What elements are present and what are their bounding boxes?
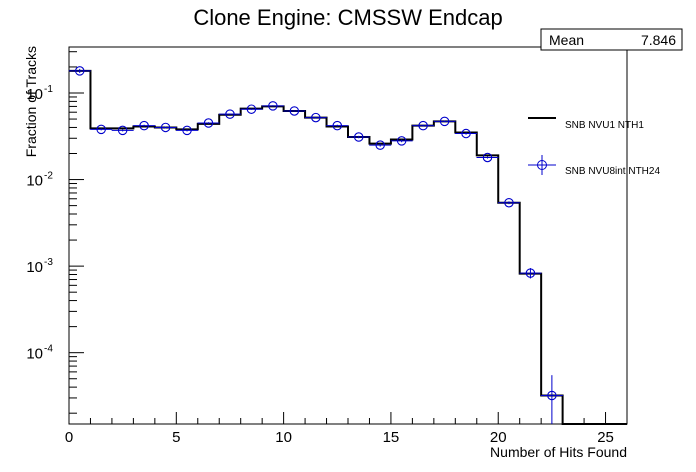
data-point-marker xyxy=(504,197,514,208)
data-point-marker xyxy=(525,268,536,278)
data-point-marker xyxy=(139,120,149,131)
data-point-marker xyxy=(418,120,428,131)
data-point-marker xyxy=(396,136,407,146)
data-point-marker xyxy=(160,122,171,133)
data-point-marker xyxy=(182,125,192,136)
y-tick-exponent: -4 xyxy=(44,344,53,355)
data-point-marker xyxy=(547,390,557,401)
data-point-marker xyxy=(268,101,278,111)
x-tick-label: 5 xyxy=(172,429,180,446)
x-tick-label: 0 xyxy=(65,429,73,446)
y-tick-label: 10 xyxy=(26,259,43,276)
x-axis-label: Number of Hits Found xyxy=(490,444,627,460)
data-point-marker xyxy=(439,116,450,127)
data-point-marker xyxy=(96,124,106,135)
x-tick-label: 15 xyxy=(383,429,400,446)
y-axis-label: Fraction of Tracks xyxy=(23,46,39,157)
data-point-marker xyxy=(117,125,128,136)
y-tick-exponent: -3 xyxy=(44,257,53,268)
chart-title: Clone Engine: CMSSW Endcap xyxy=(193,5,502,30)
x-tick-label: 20 xyxy=(490,429,507,446)
y-tick-label: 10 xyxy=(26,346,43,363)
y-tick-label: 10 xyxy=(26,86,43,103)
x-tick-label: 10 xyxy=(275,429,292,446)
data-point-marker xyxy=(482,152,493,163)
data-point-marker xyxy=(375,140,385,150)
data-point-marker xyxy=(289,106,300,116)
data-point-marker xyxy=(74,66,85,76)
data-point-marker xyxy=(353,132,364,142)
legend-label-1: SNB NVU1 NTH1 xyxy=(565,120,644,131)
legend-label-2: SNB NVU8int NTH24 xyxy=(565,166,660,177)
legend: SNB NVU1 NTH1 SNB NVU8int NTH24 xyxy=(528,117,660,177)
data-point-marker xyxy=(225,109,235,119)
legend-marker-swatch xyxy=(537,160,547,170)
y-tick-label: 10 xyxy=(26,173,43,190)
x-axis: 0 5 10 15 20 25 xyxy=(65,412,628,446)
y-axis: 10-110-210-310-4 xyxy=(26,51,84,414)
stats-label: Mean xyxy=(549,32,584,48)
y-tick-exponent: -2 xyxy=(44,171,53,182)
data-point-marker xyxy=(311,112,321,123)
data-point-marker xyxy=(246,104,257,114)
data-point-marker xyxy=(461,128,471,139)
data-point-marker xyxy=(332,120,343,131)
stats-value: 7.846 xyxy=(641,32,676,48)
data-point-marker xyxy=(203,118,214,128)
plot-area xyxy=(68,50,628,425)
x-tick-label: 25 xyxy=(597,429,614,446)
stats-box: Mean 7.846 xyxy=(540,28,683,51)
y-tick-exponent: -1 xyxy=(44,84,53,95)
